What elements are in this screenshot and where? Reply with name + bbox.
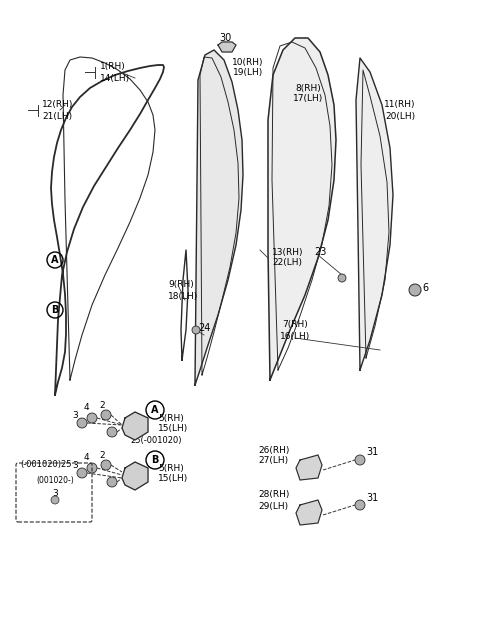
Text: 29(LH): 29(LH) (258, 502, 288, 510)
Polygon shape (218, 42, 236, 52)
Text: 3: 3 (52, 489, 58, 497)
Text: 5(RH): 5(RH) (158, 463, 184, 473)
Text: 31: 31 (366, 447, 378, 457)
Circle shape (192, 326, 200, 334)
Text: 24: 24 (198, 323, 210, 333)
Circle shape (107, 477, 117, 487)
Text: 7(RH): 7(RH) (282, 320, 308, 329)
Text: 23: 23 (314, 247, 326, 257)
Text: 16(LH): 16(LH) (280, 331, 310, 341)
Text: 28(RH): 28(RH) (258, 491, 289, 500)
Text: 4: 4 (83, 404, 89, 413)
Circle shape (87, 413, 97, 423)
Text: B: B (51, 305, 59, 315)
Text: A: A (151, 405, 159, 415)
Polygon shape (268, 38, 336, 380)
Text: 15(LH): 15(LH) (158, 423, 188, 433)
Circle shape (101, 410, 111, 420)
Circle shape (338, 274, 346, 282)
Text: 1(RH): 1(RH) (100, 62, 126, 72)
Text: 8(RH): 8(RH) (295, 83, 321, 93)
Text: B: B (151, 455, 159, 465)
Text: 3: 3 (72, 462, 78, 471)
Circle shape (355, 455, 365, 465)
Text: 17(LH): 17(LH) (293, 94, 323, 104)
Text: 18(LH): 18(LH) (168, 291, 198, 300)
Text: 27(LH): 27(LH) (258, 457, 288, 465)
Text: 2: 2 (99, 400, 105, 410)
Text: 25(-001020): 25(-001020) (130, 436, 181, 444)
Polygon shape (195, 50, 243, 385)
Text: 10(RH): 10(RH) (232, 57, 264, 67)
Text: 30: 30 (219, 33, 231, 43)
Circle shape (409, 284, 421, 296)
Polygon shape (122, 412, 148, 440)
Circle shape (51, 496, 59, 504)
Text: 26(RH): 26(RH) (258, 445, 289, 455)
Polygon shape (356, 58, 393, 370)
Text: 21(LH): 21(LH) (42, 112, 72, 120)
Circle shape (101, 460, 111, 470)
Circle shape (87, 463, 97, 473)
Circle shape (77, 418, 87, 428)
Text: 31: 31 (366, 493, 378, 503)
Circle shape (355, 500, 365, 510)
Text: 3: 3 (72, 410, 78, 420)
Text: 12(RH): 12(RH) (42, 101, 73, 109)
Text: (-001020)25: (-001020)25 (20, 460, 72, 470)
Text: 15(LH): 15(LH) (158, 473, 188, 482)
Text: 9(RH): 9(RH) (168, 281, 194, 289)
Text: 4: 4 (83, 453, 89, 463)
Text: 5(RH): 5(RH) (158, 413, 184, 423)
Polygon shape (122, 462, 148, 490)
Text: 6: 6 (422, 283, 428, 293)
Text: 20(LH): 20(LH) (385, 112, 415, 120)
Circle shape (107, 427, 117, 437)
Text: 13(RH): 13(RH) (272, 247, 303, 257)
Text: 2: 2 (99, 450, 105, 460)
Polygon shape (296, 455, 322, 480)
Text: 22(LH): 22(LH) (272, 259, 302, 268)
Text: (001020-): (001020-) (36, 476, 74, 484)
Text: 11(RH): 11(RH) (384, 101, 416, 109)
Circle shape (77, 468, 87, 478)
Text: 14(LH): 14(LH) (100, 73, 130, 83)
Text: A: A (51, 255, 59, 265)
Text: 19(LH): 19(LH) (233, 68, 263, 78)
Polygon shape (296, 500, 322, 525)
